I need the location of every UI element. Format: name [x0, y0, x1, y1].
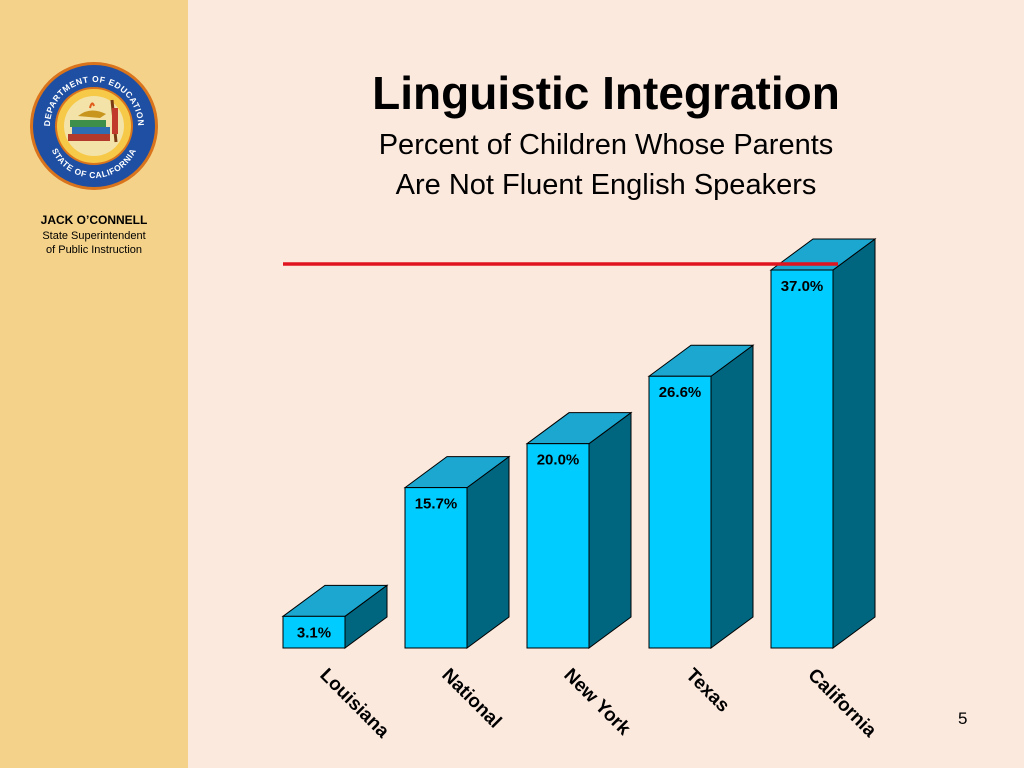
data-label-louisiana: 3.1% — [297, 624, 331, 641]
bar-texas — [648, 375, 712, 649]
superintendent-name: JACK O’CONNELL — [40, 213, 148, 227]
slide-title: Linguistic Integration — [372, 67, 840, 119]
department-of-education-seal: DEPARTMENT OF EDUCATION STATE OF CALIFOR… — [30, 62, 158, 190]
bar-side-texas — [710, 344, 754, 649]
category-label-texas: Texas — [681, 665, 733, 717]
slide-subtitle-line2: Are Not Fluent English Speakers — [395, 169, 817, 201]
bar-louisiana — [282, 615, 346, 649]
category-label-national: National — [437, 665, 505, 733]
bar-side-national — [466, 455, 510, 649]
bar-side-new-york — [588, 411, 632, 649]
category-label-california: California — [803, 665, 880, 742]
bar-national — [404, 487, 468, 649]
bar-side-california — [832, 238, 876, 649]
data-label-california: 37.0% — [781, 278, 824, 295]
slide-subtitle-line1: Percent of Children Whose Parents — [378, 129, 834, 161]
data-label-new-york: 20.0% — [537, 452, 580, 469]
data-label-texas: 26.6% — [659, 384, 702, 401]
category-label-new-york: New York — [559, 665, 634, 740]
data-label-national: 15.7% — [415, 496, 458, 513]
superintendent-title-line1: State Superintendent — [42, 230, 146, 242]
bar-california — [770, 269, 834, 649]
superintendent-title-line2: of Public Instruction — [46, 244, 142, 256]
category-label-louisiana: Louisiana — [315, 665, 393, 743]
sidebar: DEPARTMENT OF EDUCATION STATE OF CALIFOR… — [0, 0, 188, 768]
bar-new-york — [526, 443, 590, 649]
page-number: 5 — [958, 709, 968, 728]
